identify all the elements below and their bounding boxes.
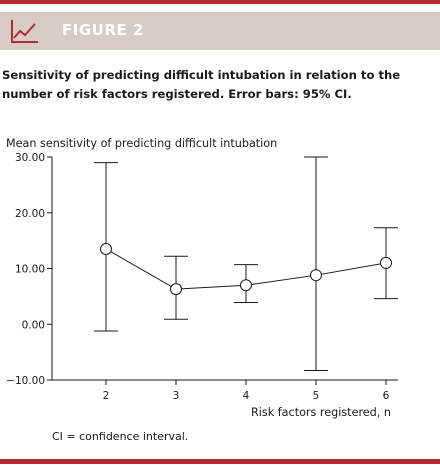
- footnote: CI = confidence interval.: [52, 430, 189, 443]
- figure-header: FIGURE 2: [0, 12, 440, 50]
- x-tick-label: 4: [243, 390, 250, 402]
- data-point: [310, 269, 322, 282]
- y-tick-label: 20.00: [15, 208, 45, 220]
- bottom-accent-rule: [0, 459, 440, 464]
- data-point: [170, 283, 182, 296]
- data-point: [240, 279, 252, 292]
- y-tick-label: 30.00: [15, 152, 45, 164]
- top-accent-rule: [0, 0, 440, 4]
- y-tick-label: 0.00: [22, 319, 45, 331]
- chart-title: Mean sensitivity of predicting difficult…: [6, 137, 277, 150]
- x-tick-label: 6: [383, 390, 390, 402]
- data-point: [100, 242, 112, 255]
- y-tick-label: −10.00: [6, 375, 45, 387]
- data-point: [380, 256, 392, 269]
- line-chart-icon: [11, 20, 38, 43]
- sensitivity-chart: Mean sensitivity of predicting difficult…: [6, 137, 398, 419]
- x-tick-label: 5: [313, 390, 320, 402]
- figure-caption: Sensitivity of predicting difficult intu…: [2, 68, 401, 101]
- figure-label: FIGURE 2: [62, 21, 144, 39]
- x-axis-label: Risk factors registered, n: [251, 406, 391, 419]
- y-tick-label: 10.00: [15, 264, 45, 276]
- x-tick-label: 3: [173, 390, 180, 402]
- x-tick-label: 2: [103, 390, 110, 402]
